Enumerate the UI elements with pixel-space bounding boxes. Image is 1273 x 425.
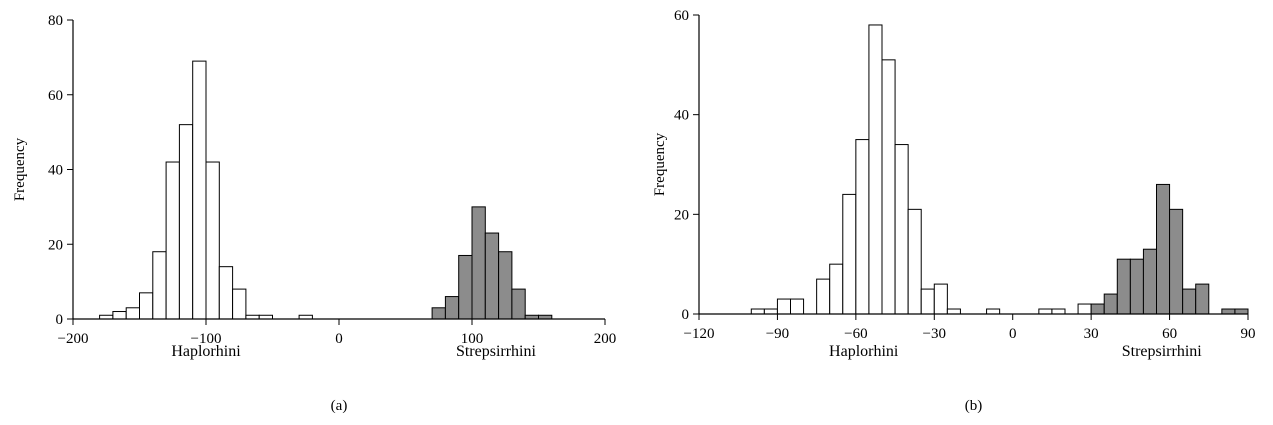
x-tick-label: −30	[923, 326, 946, 342]
histogram-bar	[1090, 303, 1105, 315]
histogram-bar	[1221, 308, 1236, 315]
histogram-bar	[907, 208, 922, 315]
x-tick-label: 200	[594, 331, 617, 347]
x-tick-label: −60	[844, 326, 867, 342]
histogram-bar	[192, 60, 207, 320]
histogram-bar	[1077, 303, 1092, 315]
x-tick-label: −120	[684, 326, 715, 342]
y-tick-label: 40	[674, 108, 689, 124]
histogram-panel-b: 0 20 40 60 −120 −90 −60 −30 0 30 60 90 Frequency Hapl…	[652, 8, 1256, 414]
y-tick-label: 20	[48, 237, 63, 253]
x-tick-label: 30	[1084, 326, 1099, 342]
histogram-bar	[471, 206, 486, 320]
y-axis-label: Frequency	[652, 132, 668, 196]
histogram-panel-a: 0 20 40 60 80 −200 −100 0 100 200 Frequency Haplorh…	[12, 13, 617, 414]
histogram-bar	[842, 193, 857, 315]
histogram-bar	[894, 144, 909, 315]
histogram-bar	[946, 308, 961, 315]
x-tick-label: 90	[1241, 326, 1256, 342]
histogram-bar	[920, 288, 935, 315]
histogram-bar	[790, 298, 805, 315]
histogram-bar	[986, 308, 1001, 315]
group-label: Haplorhini	[829, 343, 899, 360]
histogram-bar	[511, 288, 526, 320]
y-tick-label: 60	[674, 8, 689, 24]
panel-label: (a)	[331, 398, 348, 414]
x-tick-label: 60	[1162, 326, 1177, 342]
y-tick-label: 0	[682, 307, 690, 323]
histogram-bar	[139, 292, 154, 320]
histogram-bar	[112, 311, 127, 320]
histogram-bar	[152, 251, 167, 320]
y-tick-label: 20	[674, 207, 689, 223]
histogram-bar	[816, 278, 831, 315]
histogram-bar	[1182, 288, 1197, 315]
group-label: Haplorhini	[171, 343, 241, 360]
y-axis-label: Frequency	[12, 137, 28, 201]
histogram-bar	[1195, 283, 1210, 315]
histogram-bar	[855, 139, 870, 315]
histogram-bar	[1169, 208, 1184, 315]
histogram-bar	[1156, 183, 1171, 315]
x-tick-label: 0	[335, 331, 343, 347]
histogram-bar	[1103, 293, 1118, 315]
histogram-bar	[205, 161, 220, 320]
group-label: Strepsirrhini	[456, 343, 537, 360]
histogram-bar	[484, 232, 500, 320]
y-tick-label: 0	[56, 312, 64, 328]
histogram-bar	[165, 161, 180, 320]
x-tick-label: 0	[1009, 326, 1017, 342]
histogram-bar	[232, 288, 247, 320]
histogram-bar	[868, 24, 883, 315]
y-tick-label: 80	[48, 13, 63, 29]
histogram-bar	[431, 307, 446, 320]
histogram-bar	[881, 59, 896, 315]
panel-label: (b)	[965, 398, 983, 414]
histogram-bar	[1129, 258, 1144, 315]
x-tick-label: −100	[191, 331, 222, 347]
histogram-bar	[1038, 308, 1053, 315]
histogram-bar	[933, 283, 948, 315]
histogram-bar	[125, 307, 140, 320]
group-label: Strepsirrhini	[1122, 343, 1203, 360]
y-tick-label: 60	[48, 88, 63, 104]
histogram-bar	[750, 308, 765, 315]
histogram-bar	[1051, 308, 1066, 315]
x-tick-label: −200	[58, 331, 89, 347]
histogram-bar	[218, 266, 234, 320]
histogram-bar	[1142, 248, 1158, 315]
histogram-bar	[458, 254, 473, 320]
histogram-bar	[444, 296, 460, 320]
histogram-bar	[1234, 308, 1249, 315]
histogram-bar	[763, 308, 778, 315]
histogram-bar	[776, 298, 792, 315]
histogram-bar	[1116, 258, 1131, 315]
histogram-bar	[498, 251, 513, 320]
y-tick-label: 40	[48, 163, 63, 179]
histogram-bar	[829, 263, 844, 315]
histogram-bar	[178, 124, 194, 320]
x-tick-label: −90	[766, 326, 789, 342]
x-tick-label: 100	[461, 331, 484, 347]
